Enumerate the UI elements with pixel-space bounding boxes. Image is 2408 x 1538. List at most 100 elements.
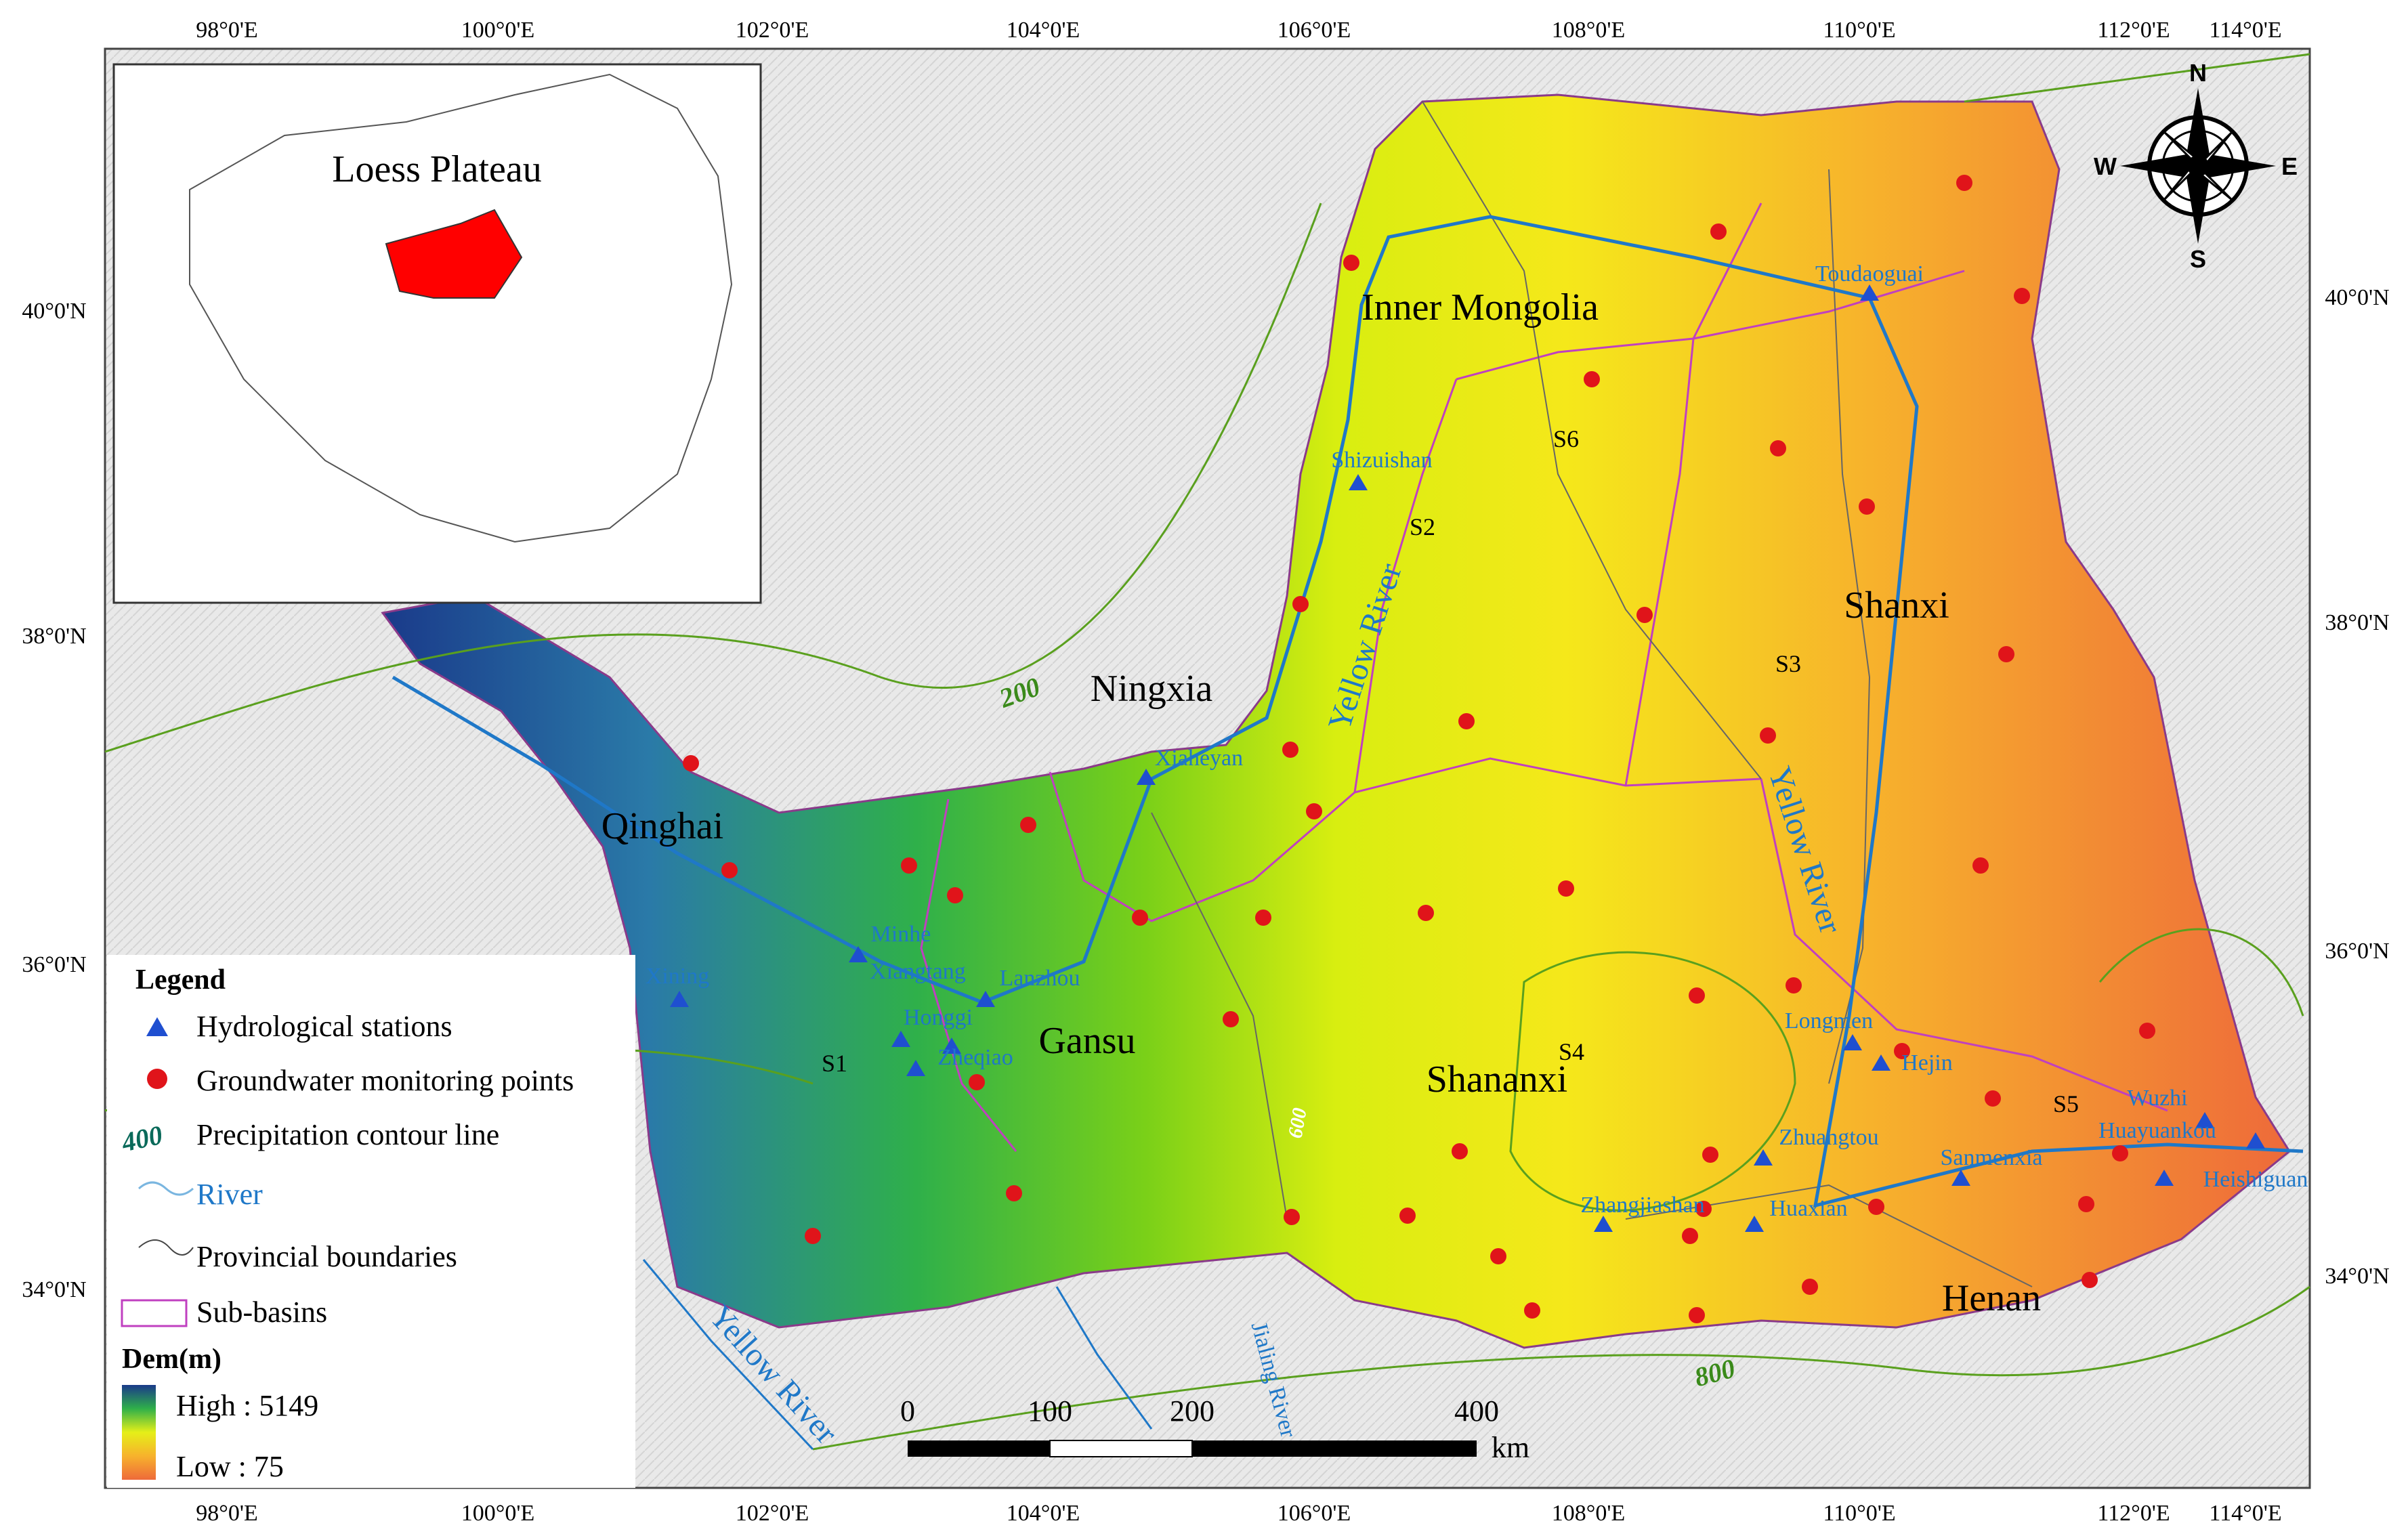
legend-dem-low: Low : 75: [176, 1450, 284, 1483]
station-label: Heishiguan: [2203, 1167, 2308, 1192]
province-label: Henan: [1942, 1277, 2041, 1319]
groundwater-point: [1524, 1302, 1540, 1319]
groundwater-point: [1689, 987, 1705, 1004]
station-marker: [1754, 1149, 1773, 1166]
legend-dem-ramp: [122, 1385, 156, 1480]
bottom-tick: 114°0'E: [2209, 1501, 2281, 1526]
legend: Legend Hydrological stations Groundwater…: [107, 955, 635, 1488]
inset-map: Loess Plateau: [112, 63, 762, 604]
compass-south: S: [2190, 245, 2206, 273]
groundwater-point: [2014, 288, 2030, 304]
bottom-tick: 112°0'E: [2097, 1501, 2170, 1526]
groundwater-point: [1695, 1201, 1712, 1217]
station-label: Shizuishan: [1331, 448, 1432, 473]
station-label: Zheqiao: [937, 1045, 1013, 1070]
scale-tick: 0: [900, 1394, 915, 1428]
groundwater-point: [1802, 1279, 1818, 1295]
legend-station-icon: [146, 1017, 168, 1036]
subbasin-label: S6: [1553, 425, 1579, 452]
groundwater-point: [1770, 440, 1786, 456]
groundwater-point: [1972, 857, 1989, 874]
subbasin-label: S4: [1559, 1038, 1584, 1065]
groundwater-point: [683, 755, 699, 771]
top-tick: 100°0'E: [461, 18, 535, 43]
station-label: Zhuangtou: [1779, 1125, 1878, 1150]
top-tick: 114°0'E: [2209, 18, 2281, 43]
groundwater-point: [1710, 223, 1727, 240]
subbasin-label: S3: [1775, 650, 1801, 677]
legend-dem-high: High : 5149: [176, 1389, 318, 1422]
station-label: Sanmenxia: [1940, 1145, 2042, 1170]
legend-boundary-icon: [138, 1239, 194, 1256]
groundwater-point: [1006, 1185, 1022, 1201]
station-label: Huayuankou: [2098, 1118, 2216, 1143]
groundwater-point: [721, 862, 738, 878]
station-label: Xining: [646, 964, 709, 989]
station-marker: [976, 991, 995, 1007]
compass-north: N: [2189, 59, 2207, 87]
station-labels: Toudaoguai Shizuishan Xiaheyan Minhe Xia…: [646, 261, 2308, 1221]
right-tick: 36°0'N: [2325, 939, 2389, 964]
river-network: [392, 215, 2304, 1451]
legend-item-label: Precipitation contour line: [196, 1118, 499, 1151]
left-tick: 38°0'N: [22, 624, 86, 649]
station-label: Xiaheyan: [1155, 746, 1243, 771]
groundwater-point: [1868, 1199, 1884, 1215]
groundwater-point: [1418, 905, 1434, 921]
legend-groundwater-icon: [147, 1069, 167, 1089]
axis-ticks: 98°0'E 100°0'E 102°0'E 104°0'E 106°0'E 1…: [22, 18, 2389, 1526]
groundwater-point: [805, 1228, 821, 1244]
groundwater-point: [1343, 255, 1359, 271]
legend-subbasin-icon: [121, 1299, 188, 1327]
groundwater-point: [969, 1074, 985, 1090]
groundwater-point: [1255, 910, 1271, 926]
groundwater-point: [1458, 713, 1475, 729]
station-marker: [1872, 1054, 1891, 1071]
station-label: Minhe: [871, 922, 931, 947]
groundwater-point: [1786, 977, 1802, 994]
legend-dem-title: Dem(m): [122, 1344, 221, 1375]
groundwater-point: [1859, 498, 1875, 515]
groundwater-point: [1223, 1011, 1239, 1027]
scale-tick: 200: [1170, 1394, 1214, 1428]
left-tick: 34°0'N: [22, 1277, 86, 1302]
groundwater-point: [1292, 596, 1309, 612]
station-marker: [1349, 474, 1368, 490]
subbasin-labels: S1 S2 S3 S4 S5 S6: [822, 425, 2079, 1117]
scale-bar: 0 100 200 400 km: [900, 1394, 1529, 1464]
station-label: Wuzhi: [2127, 1086, 2187, 1111]
station-marker: [1594, 1216, 1613, 1232]
top-tick: 104°0'E: [1007, 18, 1080, 43]
right-tick: 40°0'N: [2325, 285, 2389, 310]
left-tick: 36°0'N: [22, 952, 86, 977]
station-marker: [1843, 1034, 1862, 1050]
subbasin-label: S5: [2053, 1090, 2079, 1117]
province-label: Ningxia: [1091, 668, 1213, 710]
groundwater-point: [1490, 1248, 1506, 1264]
legend-item-label: River: [196, 1178, 263, 1211]
bottom-tick: 106°0'E: [1277, 1501, 1351, 1526]
station-marker: [1860, 284, 1879, 301]
top-tick: 98°0'E: [196, 18, 258, 43]
inset-label: Loess Plateau: [332, 148, 541, 190]
top-tick: 112°0'E: [2097, 18, 2170, 43]
station-label: Xiangtang: [870, 959, 966, 984]
province-labels: Inner Mongolia Ningxia Shanxi Qinghai Ga…: [601, 286, 2041, 1319]
station-marker: [1137, 769, 1156, 785]
loess-plateau-dem: [381, 93, 2291, 1349]
station-label: Zhangjiashan: [1580, 1193, 1704, 1218]
station-marker: [2155, 1170, 2174, 1186]
station-marker: [2195, 1112, 2214, 1128]
bottom-tick: 98°0'E: [196, 1501, 258, 1526]
groundwater-point: [947, 887, 963, 903]
station-marker: [942, 1038, 961, 1054]
compass-east: E: [2281, 152, 2298, 180]
top-tick: 102°0'E: [736, 18, 809, 43]
top-tick: 106°0'E: [1277, 18, 1351, 43]
right-tick: 34°0'N: [2325, 1264, 2389, 1289]
bottom-tick: 108°0'E: [1552, 1501, 1626, 1526]
groundwater-point: [901, 857, 917, 874]
legend-title: Legend: [135, 964, 226, 996]
groundwater-point: [1282, 742, 1298, 758]
bottom-tick: 110°0'E: [1823, 1501, 1895, 1526]
